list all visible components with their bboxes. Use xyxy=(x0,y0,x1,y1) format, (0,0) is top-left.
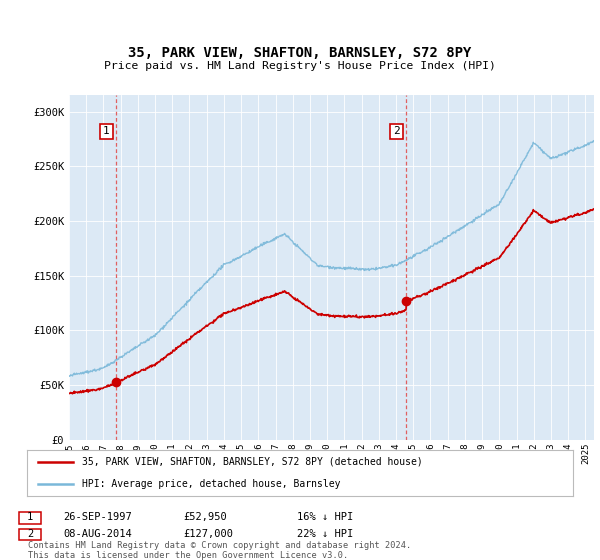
Text: £52,950: £52,950 xyxy=(183,512,227,522)
Text: 1: 1 xyxy=(103,127,110,137)
Text: 35, PARK VIEW, SHAFTON, BARNSLEY, S72 8PY (detached house): 35, PARK VIEW, SHAFTON, BARNSLEY, S72 8P… xyxy=(82,456,422,466)
Text: 1: 1 xyxy=(27,512,33,522)
Text: 22% ↓ HPI: 22% ↓ HPI xyxy=(297,529,353,539)
Text: £127,000: £127,000 xyxy=(183,529,233,539)
Text: 35, PARK VIEW, SHAFTON, BARNSLEY, S72 8PY: 35, PARK VIEW, SHAFTON, BARNSLEY, S72 8P… xyxy=(128,46,472,60)
Text: 16% ↓ HPI: 16% ↓ HPI xyxy=(297,512,353,522)
Text: 2: 2 xyxy=(393,127,400,137)
Text: HPI: Average price, detached house, Barnsley: HPI: Average price, detached house, Barn… xyxy=(82,479,340,489)
Text: 2: 2 xyxy=(27,529,33,539)
Text: 26-SEP-1997: 26-SEP-1997 xyxy=(63,512,132,522)
Text: Contains HM Land Registry data © Crown copyright and database right 2024.
This d: Contains HM Land Registry data © Crown c… xyxy=(28,541,412,560)
Text: 08-AUG-2014: 08-AUG-2014 xyxy=(63,529,132,539)
Text: Price paid vs. HM Land Registry's House Price Index (HPI): Price paid vs. HM Land Registry's House … xyxy=(104,61,496,71)
